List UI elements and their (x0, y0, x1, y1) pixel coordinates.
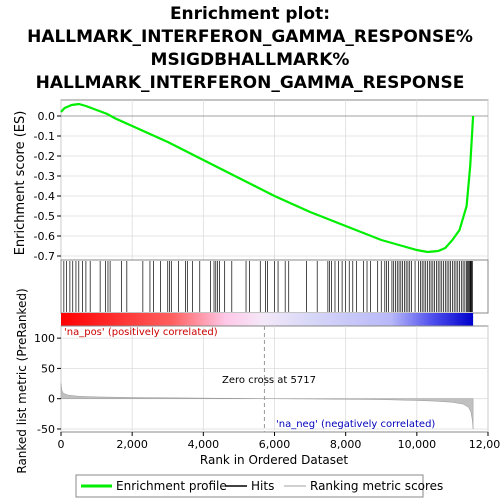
title-line-2: HALLMARK_INTERFERON_GAMMA_RESPONSE% (27, 27, 473, 47)
x-axis-label: Rank in Ordered Dataset (200, 453, 348, 467)
legend: Enrichment profile Hits Ranking metric s… (75, 474, 443, 498)
es-y-tick-label: -0.1 (34, 130, 55, 143)
x-tick-label: 2,000 (116, 438, 148, 451)
ranking-metric-area (60, 383, 474, 430)
ranked-y-tick-label: 0 (48, 393, 55, 406)
ranked-y-ticks: 100 50 0 -50 (34, 332, 61, 436)
legend-item-hits: Hits (251, 479, 274, 493)
chart-title: Enrichment plot: HALLMARK_INTERFERON_GAM… (27, 4, 473, 93)
x-tick-label: 6,000 (259, 438, 291, 451)
es-y-tick-label: -0.5 (34, 210, 55, 223)
es-y-tick-label: -0.7 (34, 250, 55, 263)
es-y-axis-label: Enrichment score (ES) (13, 111, 28, 256)
x-tick-label: 0 (58, 438, 65, 451)
ranked-y-axis-label: Ranked list metric (PreRanked) (15, 288, 29, 473)
hits-marks (63, 261, 473, 312)
ranked-y-tick-label: -50 (37, 423, 55, 436)
ranked-y-tick-label: 100 (34, 332, 55, 345)
zero-cross-annotation: Zero cross at 5717 (222, 375, 316, 386)
x-tick-label: 8,000 (330, 438, 362, 451)
es-panel: 0.0 -0.1 -0.2 -0.3 -0.4 -0.5 -0.6 -0.7 Enrichme… (13, 99, 489, 263)
legend-item-ranking: Ranking metric scores (310, 479, 443, 493)
title-line-1: Enrichment plot: (170, 4, 330, 24)
na-pos-annotation: 'na_pos' (positively correlated) (64, 327, 218, 338)
es-y-ticks: 0.0 -0.1 -0.2 -0.3 -0.4 -0.5 -0.6 -0.7 (34, 110, 61, 263)
rank-color-bar (61, 313, 474, 326)
ranked-y-tick-label: 50 (41, 362, 55, 375)
es-y-tick-label: -0.6 (34, 230, 55, 243)
legend-item-profile: Enrichment profile (116, 479, 227, 493)
enrichment-profile-line (60, 102, 475, 254)
title-line-3: MSIGDBHALLMARK% (151, 50, 350, 70)
es-y-tick-label: 0.0 (38, 110, 56, 123)
x-axis-ticks: 0 2,000 4,000 6,000 8,000 10,000 12,000 (58, 432, 500, 451)
na-neg-annotation: 'na_neg' (negatively correlated) (276, 419, 435, 430)
hits-panel (60, 259, 489, 314)
title-line-4: HALLMARK_INTERFERON_GAMMA_RESPONSE (36, 73, 465, 93)
es-y-tick-label: -0.4 (34, 190, 55, 203)
x-tick-label: 10,000 (398, 438, 437, 451)
x-tick-label: 4,000 (188, 438, 220, 451)
legend-frame (75, 474, 424, 498)
x-tick-label: 12,000 (469, 438, 500, 451)
es-y-tick-label: -0.3 (34, 170, 55, 183)
es-y-tick-label: -0.2 (34, 150, 55, 163)
